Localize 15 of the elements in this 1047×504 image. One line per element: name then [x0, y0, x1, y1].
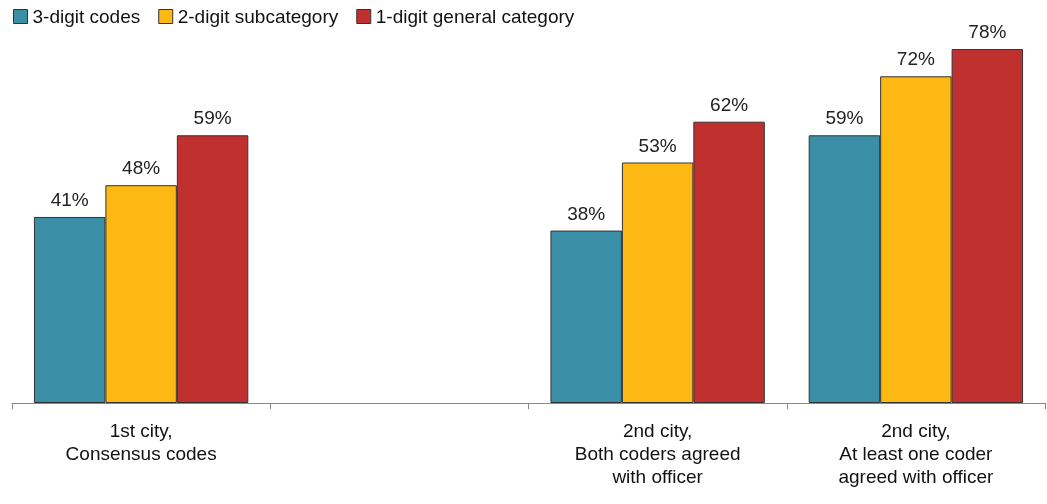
data-label: 72%	[896, 48, 935, 70]
legend-label: 2-digit subcategory	[177, 6, 339, 27]
data-label: 59%	[193, 107, 232, 129]
legend-label: 3-digit codes	[32, 6, 141, 27]
x-tick-label: 2nd city, Both coders agreed with officer	[574, 420, 741, 487]
data-label: 41%	[50, 188, 89, 210]
x-tick-label: 1st city, Consensus codes	[65, 420, 217, 464]
data-label: 53%	[638, 134, 677, 156]
data-label: 62%	[710, 93, 749, 115]
x-tick-label: 2nd city, At least one coder agreed with officer	[838, 420, 994, 487]
data-label: 38%	[567, 202, 606, 224]
data-label: 48%	[122, 157, 161, 179]
data-label: 78%	[968, 21, 1007, 43]
legend-label: 1-digit general category	[375, 6, 575, 27]
data-label: 59%	[825, 107, 864, 129]
